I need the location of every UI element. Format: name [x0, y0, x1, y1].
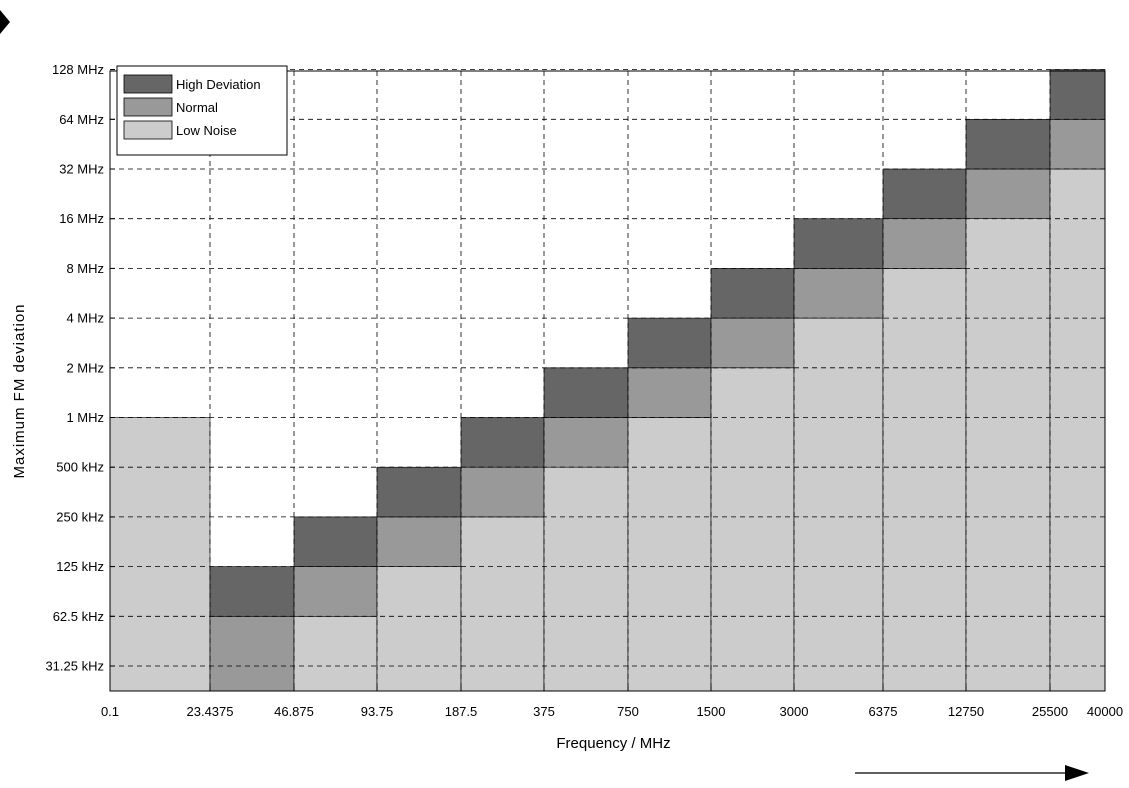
- y-tick-label: 4 MHz: [66, 311, 104, 326]
- legend-swatch: [123, 120, 173, 140]
- band-3-normal-cell: [293, 566, 378, 617]
- x-tick-label: 1500: [697, 704, 726, 719]
- frequency-arrow-icon: [855, 765, 1089, 781]
- band-6-normal-cell: [543, 417, 629, 468]
- band-2-normal-cell: [209, 615, 295, 692]
- y-tick-label: 62.5 kHz: [53, 609, 104, 624]
- x-axis-label: Frequency / MHz: [556, 735, 670, 752]
- x-tick-label: 6375: [869, 704, 898, 719]
- band-11-low-noise-cell: [965, 218, 1051, 692]
- legend-swatch: [123, 97, 173, 117]
- band-12-high-deviation-cell: [1049, 69, 1106, 120]
- x-tick-label: 187.5: [445, 704, 478, 719]
- band-5-normal-cell: [460, 466, 545, 518]
- band-6-low-noise-cell: [543, 466, 629, 692]
- band-9-high-deviation-cell: [793, 218, 884, 269]
- legend-label: Low Noise: [176, 123, 237, 138]
- band-9-normal-cell: [793, 268, 884, 319]
- x-tick-label: 23.4375: [187, 704, 234, 719]
- plot-frame: [109, 70, 1106, 692]
- panel-marker-icon: [0, 10, 10, 34]
- band-1-low-noise-cell: [109, 417, 211, 692]
- y-tick-label: 1 MHz: [66, 410, 104, 425]
- band-5-high-deviation-cell: [460, 417, 545, 468]
- x-tick-label: 46.875: [274, 704, 314, 719]
- band-9-low-noise-cell: [793, 317, 884, 692]
- band-7-high-deviation-cell: [627, 317, 712, 369]
- legend-label: Normal: [176, 100, 218, 115]
- band-7-normal-cell: [627, 367, 712, 418]
- y-tick-label: 64 MHz: [59, 112, 104, 127]
- y-tick-label: 125 kHz: [56, 559, 104, 574]
- band-3-high-deviation-cell: [293, 516, 378, 567]
- band-2-high-deviation-cell: [209, 566, 295, 617]
- band-5-low-noise-cell: [460, 516, 545, 692]
- x-tick-label: 750: [617, 704, 639, 719]
- x-tick-label: 0.1: [101, 704, 119, 719]
- band-4-normal-cell: [376, 516, 462, 567]
- band-12-normal-cell: [1049, 119, 1106, 170]
- x-tick-label: 12750: [948, 704, 984, 719]
- grid-layer: [110, 69, 1105, 691]
- y-tick-label: 31.25 kHz: [45, 659, 104, 674]
- x-tick-label: 93.75: [361, 704, 394, 719]
- x-tick-label: 3000: [780, 704, 809, 719]
- band-11-high-deviation-cell: [965, 119, 1051, 170]
- band-10-high-deviation-cell: [882, 168, 967, 220]
- band-8-low-noise-cell: [710, 367, 795, 692]
- band-4-low-noise-cell: [376, 566, 462, 692]
- x-tick-label: 40000: [1087, 704, 1123, 719]
- x-tick-label: 25500: [1032, 704, 1068, 719]
- band-8-normal-cell: [710, 317, 795, 369]
- band-8-high-deviation-cell: [710, 268, 795, 319]
- band-3-low-noise-cell: [293, 615, 378, 692]
- legend-swatch: [123, 74, 173, 94]
- y-axis-label: Maximum FM deviation: [11, 303, 28, 478]
- ticks-layer: 0.1 23.4375 46.875 93.75 187.5 375 750 1500 3000…: [45, 62, 1123, 719]
- x-tick-label: 375: [533, 704, 555, 719]
- band-6-high-deviation-cell: [543, 367, 629, 418]
- band-10-normal-cell: [882, 218, 967, 269]
- y-tick-label: 128 MHz: [52, 62, 104, 77]
- band-7-low-noise-cell: [627, 417, 712, 692]
- legend-label: High Deviation: [176, 77, 261, 92]
- y-tick-label: 16 MHz: [59, 211, 104, 226]
- y-tick-label: 32 MHz: [59, 162, 104, 177]
- y-tick-label: 8 MHz: [66, 261, 104, 276]
- y-tick-label: 250 kHz: [56, 509, 104, 524]
- y-tick-label: 2 MHz: [66, 360, 104, 375]
- band-4-high-deviation-cell: [376, 466, 462, 518]
- y-tick-label: 500 kHz: [56, 460, 104, 475]
- band-10-low-noise-cell: [882, 268, 967, 692]
- band-11-normal-cell: [965, 168, 1051, 220]
- legend: High Deviation Normal Low Noise: [116, 65, 288, 156]
- band-12-low-noise-cell: [1049, 168, 1106, 692]
- cells-layer: [109, 69, 1106, 692]
